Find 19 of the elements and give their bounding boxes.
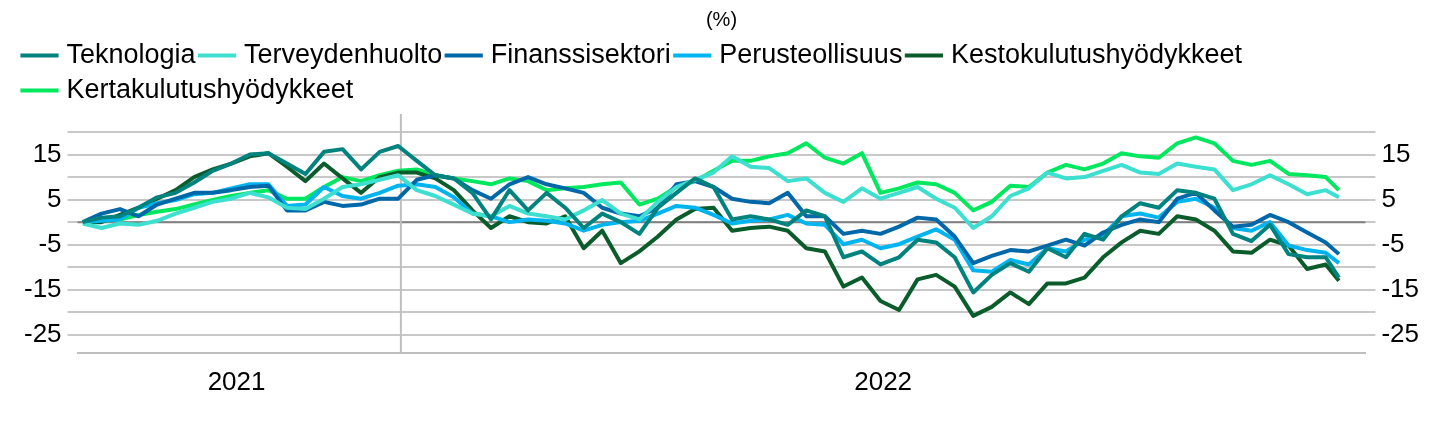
legend-label: Teknologia	[66, 38, 197, 69]
x-tick-label: 2021	[207, 365, 266, 396]
y2-tick-label: -25	[1381, 317, 1419, 348]
legend-label: Finanssisektori	[490, 38, 671, 69]
y2-tick-label: 15	[1381, 137, 1411, 168]
y-tick-label: -5	[38, 227, 62, 258]
y-tick-label: 5	[47, 182, 62, 213]
x-tick-label: 2022	[854, 365, 913, 396]
chart-title: (%)	[705, 7, 738, 30]
y-tick-label: -25	[24, 317, 62, 348]
legend-label: Kertakulutushyödykkeet	[66, 73, 354, 104]
legend-label: Kestokulutushyödykkeet	[950, 38, 1243, 69]
y2-tick-label: 5	[1381, 182, 1396, 213]
legend-label: Perusteollisuus	[719, 38, 903, 69]
y-tick-label: -15	[24, 272, 62, 303]
y2-tick-label: -15	[1381, 272, 1419, 303]
y2-tick-label: -5	[1381, 227, 1405, 258]
y-tick-label: 15	[32, 137, 62, 168]
legend-label: Terveydenhuolto	[244, 38, 443, 69]
